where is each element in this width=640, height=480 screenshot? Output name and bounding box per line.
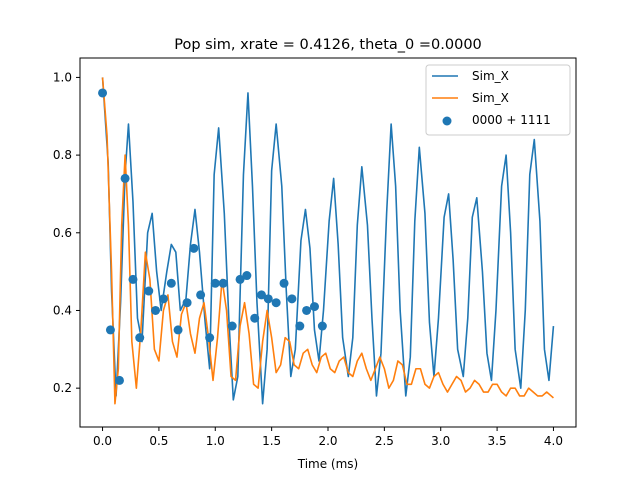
x-tick-label: 3.5 [488, 434, 507, 448]
legend-label-series-1: Sim_X [472, 69, 509, 83]
scatter-point [218, 278, 228, 288]
x-tick-label: 4.0 [544, 434, 563, 448]
x-tick-label: 1.0 [206, 434, 225, 448]
series-line-1 [101, 77, 555, 405]
scatter-point [166, 278, 176, 288]
x-axis-label: Time (ms) [297, 457, 359, 471]
legend-frame [425, 64, 571, 136]
x-tick-label: 0.5 [149, 434, 168, 448]
scatter-point [295, 321, 305, 331]
scatter-point [196, 290, 206, 300]
scatter-point [114, 375, 124, 385]
scatter-point [256, 290, 266, 300]
scatter-point [205, 333, 215, 343]
x-tick-label: 3.0 [431, 434, 450, 448]
plot-frame [79, 57, 577, 428]
plot-area: 0.0 0.5 1.0 1.5 2.0 2.5 3.0 3.5 4.0 0.2 0.4 0.6 0.8 1… [53, 70, 563, 448]
scatter-point [263, 294, 273, 304]
scatter-point [98, 88, 108, 98]
scatter-point [302, 305, 312, 315]
legend-label-series-3: 0000 + 1111 [472, 113, 551, 127]
scatter-point [173, 325, 183, 335]
x-tick-label: 2.5 [375, 434, 394, 448]
scatter-point [144, 286, 154, 296]
scatter-point [182, 298, 192, 308]
scatter-point [210, 278, 220, 288]
scatter-point [279, 278, 289, 288]
x-tick-label: 1.5 [262, 434, 281, 448]
scatter-point [235, 274, 245, 284]
scatter-point [250, 313, 260, 323]
y-tick-label: 0.8 [53, 148, 72, 162]
scatter-point [151, 305, 161, 315]
chart-title: Pop sim, xrate = 0.4126, theta_0 =0.0000 [174, 37, 482, 53]
scatter-point [271, 298, 281, 308]
scatter-point [128, 274, 138, 284]
legend-label-series-2: Sim_X [472, 91, 509, 105]
legend-swatch-series-3 [442, 116, 452, 126]
scatter-point [309, 302, 319, 312]
series-line-2 [101, 77, 554, 405]
y-tick-label: 0.2 [53, 381, 72, 395]
scatter-point [227, 321, 237, 331]
x-tick-label: 0.0 [93, 434, 112, 448]
y-tick-label: 0.6 [53, 226, 72, 240]
scatter-point [135, 333, 145, 343]
x-tick-label: 2.0 [318, 434, 337, 448]
y-tick-label: 0.4 [53, 303, 72, 317]
legend: Sim_X Sim_X 0000 + 1111 [425, 64, 571, 136]
y-tick-label: 1.0 [53, 70, 72, 84]
scatter-point [105, 325, 115, 335]
scatter-point [317, 321, 327, 331]
scatter-point [158, 294, 168, 304]
scatter-point [242, 271, 252, 281]
scatter-point [287, 294, 297, 304]
scatter-point [189, 243, 199, 253]
scatter-point [120, 173, 130, 183]
